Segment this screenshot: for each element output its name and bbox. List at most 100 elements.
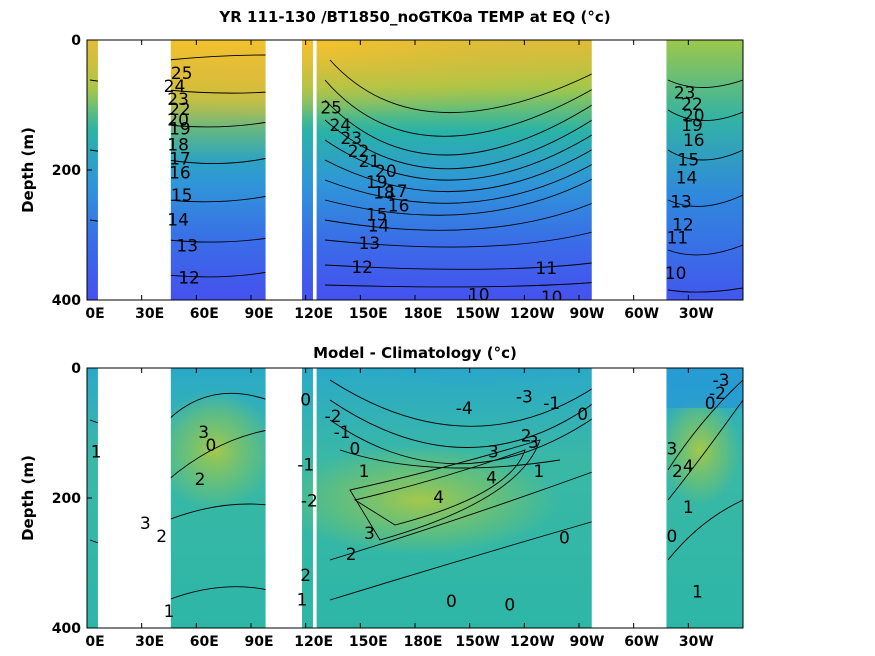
bottom-ytick-label: 200 bbox=[52, 491, 81, 507]
top-contour-label: 23 bbox=[674, 83, 696, 103]
bottom-contour-label: -2 bbox=[709, 384, 726, 404]
bottom-xtick-label: 60E bbox=[190, 634, 219, 650]
bottom-contour-label: 0 bbox=[577, 405, 588, 425]
top-contour-label: 20 bbox=[683, 107, 705, 127]
top-contour-label: 19 bbox=[366, 173, 388, 193]
top-contour-label: 16 bbox=[683, 131, 705, 151]
top-xtick-label: 150E bbox=[349, 306, 388, 322]
top-xtick-label: 60E bbox=[190, 306, 219, 322]
bottom-contour-label: 3 bbox=[198, 423, 209, 443]
bottom-contour-label: 1 bbox=[533, 462, 544, 482]
bottom-land-mask bbox=[591, 368, 667, 628]
bottom-contour-label: 0 bbox=[705, 394, 716, 414]
top-contour-label: 20 bbox=[375, 162, 397, 182]
bottom-contour-lines bbox=[89, 379, 743, 601]
top-contour-label: 16 bbox=[388, 196, 410, 216]
bottom-contour-label: 0 bbox=[205, 436, 216, 456]
top-land-mask bbox=[265, 40, 303, 300]
top-xtick-label: 30E bbox=[135, 306, 164, 322]
bottom-contour-label: 2 bbox=[195, 470, 206, 490]
top-contour-label: 15 bbox=[678, 150, 700, 170]
top-xtick-label: 150W bbox=[455, 306, 500, 322]
top-contour-label: 25 bbox=[320, 98, 342, 118]
top-contour-label: 24 bbox=[329, 116, 351, 136]
top-xtick-label: 0E bbox=[85, 306, 104, 322]
top-contour-label: 24 bbox=[164, 77, 186, 97]
top-contour-label: 15 bbox=[366, 206, 388, 226]
bottom-contour-label: 0 bbox=[446, 592, 457, 612]
bottom-contour-label: -1 bbox=[543, 394, 560, 414]
bottom-xtick-label: 90W bbox=[570, 634, 605, 650]
bottom-contour-label: 2 bbox=[156, 527, 167, 547]
top-contour-label: 20 bbox=[167, 111, 189, 131]
bottom-contour-label: 4 bbox=[683, 457, 694, 477]
top-contour-label: 18 bbox=[373, 183, 395, 203]
bottom-contour-label: 0 bbox=[300, 391, 311, 411]
top-contour-label: 17 bbox=[169, 150, 191, 170]
bottom-contour-label: 3 bbox=[528, 433, 539, 453]
top-panel: YR 111-130 /BT1850_noGTK0a TEMP at EQ (°… bbox=[19, 8, 744, 322]
top-contour-label: 12 bbox=[178, 269, 200, 289]
top-contour-label: 11 bbox=[667, 228, 689, 248]
bottom-xtick-label: 0E bbox=[85, 634, 104, 650]
top-contour-label: 23 bbox=[340, 129, 362, 149]
top-title: YR 111-130 /BT1850_noGTK0a TEMP at EQ (°… bbox=[218, 8, 610, 26]
bottom-contour-label: -1 bbox=[297, 456, 314, 476]
top-land-mask bbox=[312, 40, 317, 300]
bottom-xtick-label: 150W bbox=[455, 634, 500, 650]
bottom-xtick-label: 120E bbox=[294, 634, 333, 650]
bottom-contour-label: 2 bbox=[521, 426, 532, 446]
bottom-contour-label: -2 bbox=[301, 491, 318, 511]
top-contour-label: 17 bbox=[386, 182, 408, 202]
top-land-mask bbox=[591, 40, 667, 300]
bottom-land-mask bbox=[97, 368, 171, 628]
top-contour-label: 23 bbox=[167, 90, 189, 110]
top-contour-label: 14 bbox=[167, 211, 189, 231]
top-land-mask bbox=[97, 40, 171, 300]
top-contour-label: 10 bbox=[665, 264, 687, 284]
bottom-contour-label: -3 bbox=[713, 371, 730, 391]
top-ytick-label: 0 bbox=[71, 33, 81, 49]
bottom-contour-label: 1 bbox=[91, 443, 102, 463]
top-contour-label: 10 bbox=[541, 288, 563, 308]
bottom-contour-label: 3 bbox=[667, 439, 678, 459]
bottom-contour-label: 4 bbox=[433, 488, 444, 508]
bottom-contour-label: 4 bbox=[486, 469, 497, 489]
bottom-contour-label: 2 bbox=[672, 462, 683, 482]
top-contour-label: 19 bbox=[169, 120, 191, 140]
bottom-contour-label: 3 bbox=[140, 514, 151, 534]
bottom-panel: Model - Climatology (°c) bbox=[19, 344, 744, 650]
bottom-contour-label: 0 bbox=[349, 439, 360, 459]
bottom-contour-label: 1 bbox=[692, 582, 703, 602]
top-contour-label: 14 bbox=[368, 217, 390, 237]
bottom-xtick-label: 180E bbox=[404, 634, 443, 650]
bottom-xtick-label: 30E bbox=[135, 634, 164, 650]
bottom-contour-label: -3 bbox=[516, 387, 533, 407]
bottom-contour-label: -1 bbox=[334, 423, 351, 443]
top-contour-label: 13 bbox=[359, 234, 381, 254]
bottom-xtick-label: 30W bbox=[679, 634, 714, 650]
bottom-xtick-label: 120W bbox=[510, 634, 555, 650]
bottom-contour-label: 1 bbox=[683, 498, 694, 518]
top-contour-label: 10 bbox=[468, 285, 490, 305]
bottom-xtick-label: 60W bbox=[624, 634, 659, 650]
top-xtick-label: 90E bbox=[244, 306, 273, 322]
bottom-xtick-label: 150E bbox=[349, 634, 388, 650]
bottom-land-mask bbox=[312, 368, 317, 628]
bottom-ylabel: Depth (m) bbox=[19, 455, 37, 541]
bottom-ytick-label: 400 bbox=[52, 621, 81, 637]
top-contour-label: 14 bbox=[676, 168, 698, 188]
top-xtick-label: 120E bbox=[294, 306, 333, 322]
top-contour-label: 22 bbox=[348, 142, 370, 162]
bottom-contour-label: 1 bbox=[164, 602, 175, 622]
top-xtick-label: 120W bbox=[510, 306, 555, 322]
top-contour-label: 19 bbox=[681, 116, 703, 136]
top-ytick-label: 400 bbox=[52, 293, 81, 309]
top-contour-lines bbox=[89, 54, 743, 293]
bottom-land-mask bbox=[265, 368, 303, 628]
bottom-contour-label: -2 bbox=[325, 407, 342, 427]
top-contour-label: 18 bbox=[167, 135, 189, 155]
top-ytick-label: 200 bbox=[52, 163, 81, 179]
